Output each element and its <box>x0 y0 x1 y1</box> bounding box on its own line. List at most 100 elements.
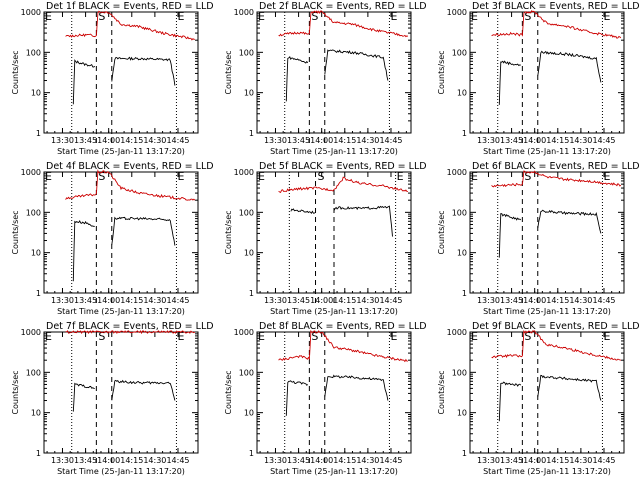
y-tick-label: 10 <box>244 249 254 258</box>
x-tick-label: 13:30 <box>477 136 500 145</box>
x-tick-label: 14:15 <box>546 296 569 305</box>
plot-frame <box>469 171 625 294</box>
y-tick-label: 100 <box>239 208 254 217</box>
y-tick-label: 1 <box>462 449 467 458</box>
detector-panel: Det 3f BLACK = Events, RED = LLD 1 10 100 10… <box>426 0 639 160</box>
plot-frame <box>256 11 412 134</box>
lld-series-line <box>65 10 195 41</box>
x-tick-label: 14:45 <box>379 296 402 305</box>
events-series-line <box>111 216 176 246</box>
orbit-marker-label: E <box>45 330 52 343</box>
events-series-line <box>111 56 176 86</box>
chart-svg: Det 3f BLACK = Events, RED = LLD 1 10 100 10… <box>437 1 639 156</box>
detector-panel: Det 9f BLACK = Events, RED = LLD 1 10 100 10… <box>426 320 639 480</box>
detector-panel: Det 8f BLACK = Events, RED = LLD 1 10 100 10… <box>213 320 426 480</box>
orbit-marker-label: S <box>98 170 105 183</box>
y-tick-label: 10 <box>244 409 254 418</box>
events-series-line <box>72 219 95 282</box>
events-series-line <box>537 50 602 83</box>
x-tick-label: 14:30 <box>143 296 166 305</box>
events-series-line <box>333 205 393 237</box>
y-tick-label: 1 <box>462 289 467 298</box>
y-tick-label: 1000 <box>447 328 467 337</box>
x-tick-label: 14:00 <box>523 136 546 145</box>
x-axis-label: Start Time (25-Jan-11 13:17:20) <box>57 467 185 476</box>
orbit-marker-label: S <box>98 330 105 343</box>
y-tick-label: 1 <box>249 289 254 298</box>
x-tick-label: 14:15 <box>120 296 143 305</box>
x-tick-label: 14:30 <box>356 296 379 305</box>
plot-frame <box>43 331 199 454</box>
y-tick-label: 10 <box>457 89 467 98</box>
y-axis-label: Counts/sec <box>437 50 446 94</box>
x-axis-label: Start Time (25-Jan-11 13:17:20) <box>57 147 185 156</box>
chart-svg: Det 7f BLACK = Events, RED = LLD 1 10 100 10… <box>11 321 213 476</box>
x-tick-label: 13:30 <box>264 456 287 465</box>
orbit-marker-label: E <box>471 170 478 183</box>
y-tick-label: 1000 <box>21 168 41 177</box>
x-tick-label: 13:45 <box>74 456 97 465</box>
x-axis-label: Start Time (25-Jan-11 13:17:20) <box>270 307 398 316</box>
events-series-line <box>285 55 309 102</box>
orbit-marker-label: S <box>318 170 325 183</box>
x-tick-label: 13:30 <box>264 296 287 305</box>
orbit-marker-label: E <box>603 10 610 23</box>
x-tick-label: 14:00 <box>310 456 333 465</box>
detector-panel: Det 4f BLACK = Events, RED = LLD 1 10 100 10… <box>0 160 213 320</box>
events-series-line <box>324 374 389 401</box>
x-tick-label: 14:30 <box>143 136 166 145</box>
x-tick-label: 13:30 <box>51 296 74 305</box>
detector-panel: Det 1f BLACK = Events, RED = LLD 1 10 100 10… <box>0 0 213 160</box>
orbit-marker-label: E <box>177 10 184 23</box>
lld-series-line <box>491 329 621 361</box>
y-tick-label: 1000 <box>447 8 467 17</box>
x-tick-label: 14:30 <box>143 456 166 465</box>
x-tick-label: 14:45 <box>592 296 615 305</box>
chart-svg: Det 2f BLACK = Events, RED = LLD 1 10 100 10… <box>224 1 426 156</box>
y-tick-label: 1 <box>36 289 41 298</box>
orbit-marker-label: E <box>471 330 478 343</box>
lld-series-line <box>278 176 408 193</box>
orbit-marker-label: E <box>258 10 265 23</box>
x-axis-label: Start Time (25-Jan-11 13:17:20) <box>483 147 611 156</box>
y-tick-label: 100 <box>26 48 41 57</box>
x-tick-label: 14:15 <box>333 296 356 305</box>
x-tick-label: 13:45 <box>287 456 310 465</box>
x-axis-label: Start Time (25-Jan-11 13:17:20) <box>270 467 398 476</box>
y-tick-label: 100 <box>452 368 467 377</box>
y-tick-label: 100 <box>26 208 41 217</box>
plot-frame <box>469 11 625 134</box>
detector-panel: Det 5f BLACK = Events, RED = LLD 1 10 100 10… <box>213 160 426 320</box>
y-tick-label: 100 <box>26 368 41 377</box>
chart-title: Det 9f BLACK = Events, RED = LLD <box>472 321 639 332</box>
y-tick-label: 1000 <box>447 168 467 177</box>
y-tick-label: 10 <box>457 249 467 258</box>
x-tick-label: 14:15 <box>120 136 143 145</box>
x-tick-label: 14:45 <box>592 456 615 465</box>
x-tick-label: 14:00 <box>97 136 120 145</box>
x-tick-label: 13:30 <box>477 456 500 465</box>
x-tick-label: 14:30 <box>569 456 592 465</box>
x-tick-label: 14:30 <box>569 296 592 305</box>
x-tick-label: 14:00 <box>97 296 120 305</box>
orbit-marker-label: E <box>471 10 478 23</box>
y-tick-label: 100 <box>239 48 254 57</box>
plot-frame <box>469 331 625 454</box>
x-tick-label: 13:30 <box>51 456 74 465</box>
x-tick-label: 14:00 <box>310 296 333 305</box>
y-tick-label: 1 <box>462 129 467 138</box>
orbit-marker-label: S <box>524 170 531 183</box>
x-tick-label: 14:15 <box>333 456 356 465</box>
y-axis-label: Counts/sec <box>11 50 20 94</box>
chart-title: Det 8f BLACK = Events, RED = LLD <box>259 321 426 332</box>
y-axis-label: Counts/sec <box>224 50 233 94</box>
orbit-marker-label: E <box>258 330 265 343</box>
lld-series-line <box>65 330 196 335</box>
orbit-marker-label: E <box>258 170 265 183</box>
orbit-marker-label: E <box>390 330 397 343</box>
y-tick-label: 1000 <box>234 168 254 177</box>
x-axis-label: Start Time (25-Jan-11 13:17:20) <box>57 307 185 316</box>
events-series-line <box>72 59 96 105</box>
x-tick-label: 13:45 <box>500 296 523 305</box>
